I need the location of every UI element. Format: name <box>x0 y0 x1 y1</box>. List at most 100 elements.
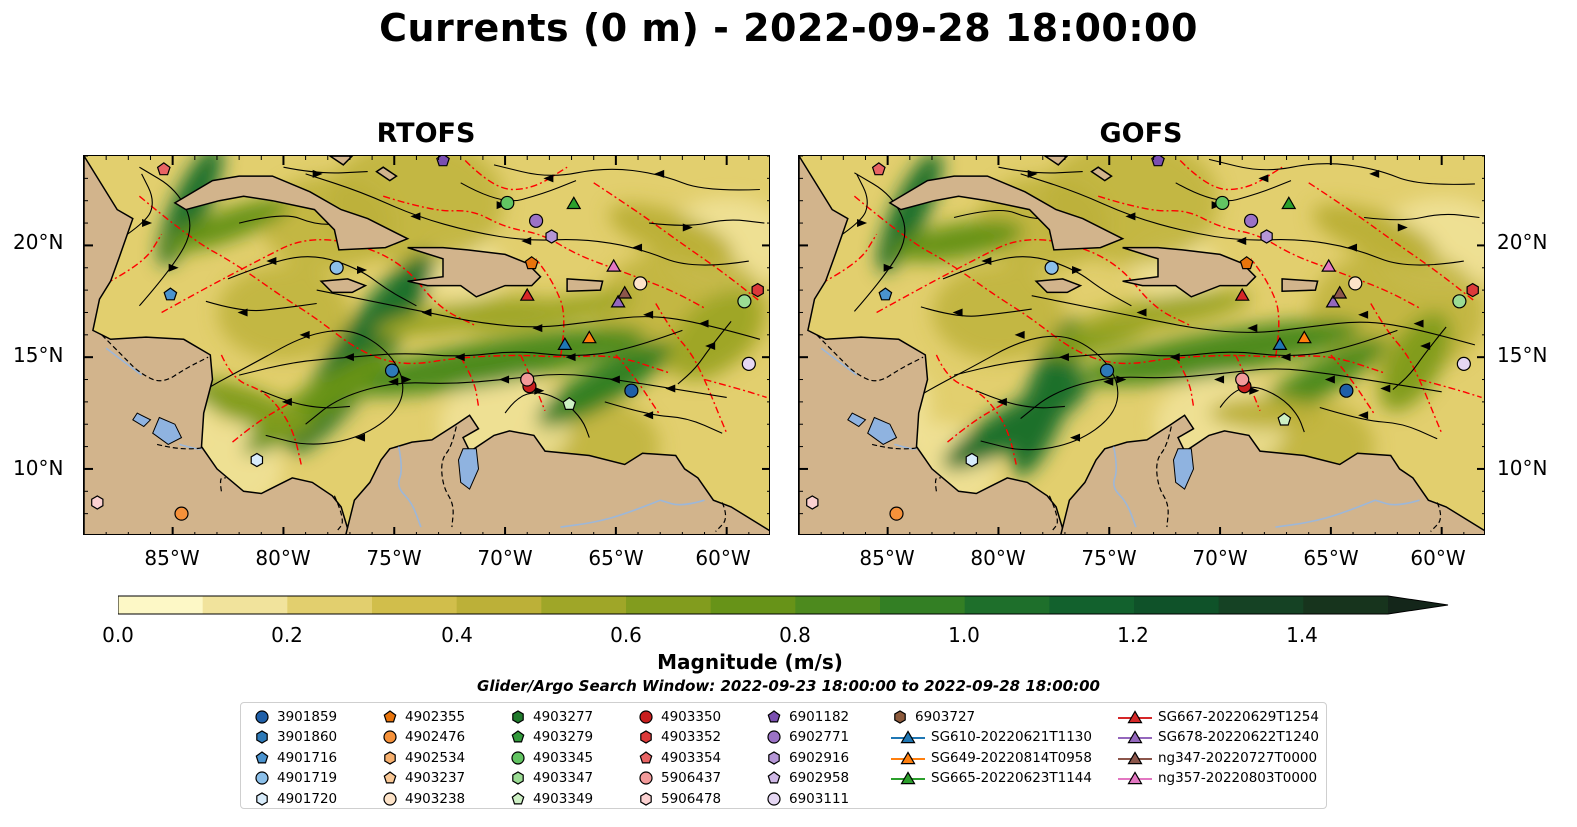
legend-entry: SG610-20220621T1130 <box>891 727 1092 747</box>
streamline-arrow <box>1249 386 1260 395</box>
float-marker-4902355 <box>1239 256 1254 270</box>
legend-marker-icon <box>640 730 652 745</box>
eez-boundary <box>232 403 289 443</box>
land-mass <box>1034 278 1083 294</box>
colorbar-segment <box>541 596 627 614</box>
float-marker-4901719 <box>329 260 344 275</box>
streamline-arrow <box>401 375 412 384</box>
streamline <box>460 180 577 202</box>
legend-label: ng357-20220803T0000 <box>1158 770 1318 787</box>
legend-marker-icon <box>767 791 781 806</box>
legend-label: 6903727 <box>915 709 976 725</box>
colorbar-segment <box>372 596 458 614</box>
lon-tick-label: 65°W <box>1303 546 1359 570</box>
float-marker-6903111 <box>1456 356 1471 371</box>
streamline-arrow <box>952 308 963 317</box>
legend-label: 4903238 <box>405 790 466 807</box>
streamline <box>920 306 1032 317</box>
float-marker-4901720 <box>250 452 264 468</box>
streamline-arrow <box>883 263 894 272</box>
land-mass <box>1281 278 1319 292</box>
legend-entry: 6902958 <box>765 768 849 788</box>
legend: 3901859 3901860 4901716 4901719 4901720 49023… <box>240 702 1327 809</box>
legend-marker-icon <box>383 771 397 784</box>
streamline-arrow <box>1125 212 1136 221</box>
streamline-arrow <box>1058 353 1069 362</box>
streamline-arrow <box>609 375 620 384</box>
lon-tick-label: 70°W <box>1192 546 1248 570</box>
legend-symbol <box>383 730 397 744</box>
lat-tick-label: 15°N <box>1497 343 1548 367</box>
lon-tick-label: 80°W <box>970 546 1026 570</box>
legend-label: SG665-20220623T1144 <box>931 770 1092 787</box>
gofs-map-svg <box>799 156 1484 534</box>
streamline-arrow <box>1420 342 1431 350</box>
eez-boundary <box>853 195 1385 374</box>
legend-entry: 4902355 <box>381 707 465 727</box>
land-mass <box>407 246 542 298</box>
streamline-arrow <box>1169 353 1180 362</box>
eez-boundary <box>161 239 477 327</box>
lon-tick-label: 75°W <box>1081 546 1137 570</box>
lon-tick-label: 75°W <box>366 546 422 570</box>
float-marker-SG678 <box>1325 294 1341 308</box>
map-panel-gofs <box>798 155 1485 535</box>
colorbar-segment <box>964 596 1050 614</box>
legend-label: 4903279 <box>533 729 594 746</box>
legend-entry: 5906437 <box>637 768 721 788</box>
legend-triangle <box>1127 710 1143 724</box>
legend-marker-icon <box>891 730 925 744</box>
streamline-arrow <box>521 236 532 245</box>
streamline-arrow <box>299 330 310 339</box>
country-border <box>715 502 727 532</box>
legend-triangle <box>900 771 916 785</box>
streamline-arrow <box>168 263 179 272</box>
legend-entry: SG649-20220814T0958 <box>891 748 1092 768</box>
legend-symbol <box>256 730 268 745</box>
streamline-arrow <box>237 308 248 317</box>
legend-entry: 4902476 <box>381 727 465 747</box>
float-marker-3901859 <box>624 383 639 398</box>
colorbar-tick-label: 1.0 <box>948 623 980 647</box>
legend-symbol <box>511 730 525 743</box>
streamline-arrow <box>654 169 665 178</box>
float-marker-6902916 <box>545 229 558 244</box>
float-marker-4902476 <box>889 506 904 521</box>
colorbar-segment <box>287 596 373 614</box>
legend-marker-icon <box>768 751 780 765</box>
float-marker-3901860 <box>384 363 400 378</box>
legend-symbol <box>255 751 269 764</box>
float-marker-4902476 <box>174 506 189 521</box>
colorbar-extension <box>1388 596 1448 614</box>
lake <box>1172 448 1195 490</box>
float-marker-6902771 <box>1243 213 1259 228</box>
legend-marker-icon <box>1118 751 1152 764</box>
streamline-arrow <box>543 174 554 183</box>
figure-title: Currents (0 m) - 2022-09-28 18:00:00 <box>379 6 1198 50</box>
float-marker-4901719 <box>1044 260 1059 275</box>
legend-triangle <box>1127 751 1143 764</box>
legend-marker-icon <box>256 791 268 806</box>
float-marker-4903354 <box>156 162 171 176</box>
streamline-arrow <box>1413 319 1424 328</box>
river <box>397 446 422 528</box>
legend-marker-icon <box>1118 710 1152 724</box>
legend-marker-icon <box>639 751 653 764</box>
streamline-arrow <box>996 397 1007 406</box>
streamline-arrow <box>1103 377 1114 386</box>
float-marker-ng347 <box>1332 285 1348 299</box>
eez-boundary <box>935 354 1017 465</box>
rtofs-map-svg <box>84 156 769 534</box>
eez-boundary <box>220 354 302 465</box>
lon-tick-label: 60°W <box>695 546 751 570</box>
float-marker-ng347 <box>617 285 633 299</box>
float-marker-SG649 <box>581 330 597 344</box>
streamline-arrow <box>1397 223 1408 232</box>
colorbar-segment <box>202 596 288 614</box>
float-marker-3901860 <box>1099 363 1115 378</box>
streamline-arrow <box>410 212 421 221</box>
streamline <box>138 166 191 307</box>
streamline-arrow <box>632 243 643 252</box>
country-border <box>1430 502 1442 532</box>
streamline-arrow <box>355 433 366 442</box>
